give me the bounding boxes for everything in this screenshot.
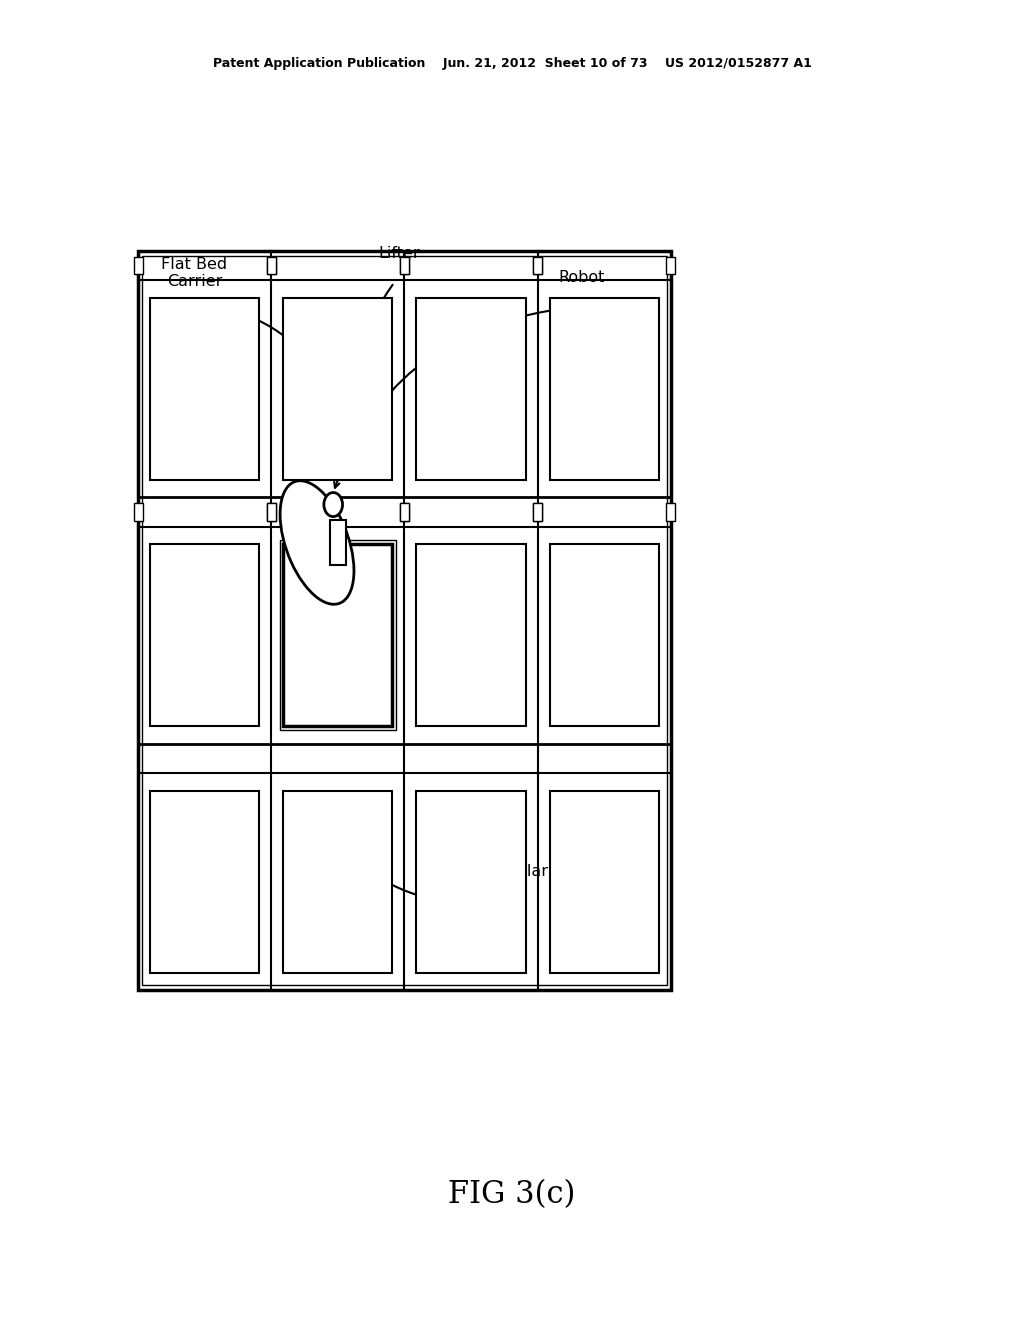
Bar bbox=[399, 503, 410, 521]
Bar bbox=[532, 503, 543, 521]
Bar bbox=[281, 540, 395, 730]
Bar bbox=[266, 256, 276, 275]
Bar bbox=[284, 298, 392, 480]
Text: Patent Application Publication    Jun. 21, 2012  Sheet 10 of 73    US 2012/01528: Patent Application Publication Jun. 21, … bbox=[213, 57, 811, 70]
Bar bbox=[133, 503, 143, 521]
Text: Flat Bed
Carrier: Flat Bed Carrier bbox=[162, 257, 227, 289]
Bar bbox=[133, 256, 143, 275]
Bar bbox=[532, 256, 543, 275]
Bar bbox=[331, 520, 346, 565]
Bar bbox=[151, 298, 259, 480]
Bar bbox=[666, 256, 676, 275]
Bar bbox=[284, 544, 392, 726]
Bar bbox=[284, 791, 392, 973]
Bar bbox=[266, 503, 276, 521]
Bar bbox=[399, 503, 410, 521]
Bar bbox=[417, 791, 525, 973]
Bar bbox=[550, 791, 658, 973]
Bar bbox=[532, 503, 543, 521]
Bar bbox=[266, 503, 276, 521]
Bar bbox=[417, 544, 525, 726]
Bar bbox=[532, 256, 543, 275]
Bar bbox=[399, 256, 410, 275]
Circle shape bbox=[324, 492, 342, 516]
Bar bbox=[266, 256, 276, 275]
Bar bbox=[417, 298, 525, 480]
Ellipse shape bbox=[281, 480, 354, 605]
Text: Lifter: Lifter bbox=[379, 246, 420, 261]
Text: Robot: Robot bbox=[558, 269, 604, 285]
Bar bbox=[399, 256, 410, 275]
Bar bbox=[550, 298, 658, 480]
Bar bbox=[142, 256, 667, 985]
Bar bbox=[550, 544, 658, 726]
Text: Solar Panel: Solar Panel bbox=[507, 863, 596, 879]
Bar bbox=[138, 251, 671, 990]
Bar bbox=[151, 791, 259, 973]
Bar bbox=[151, 544, 259, 726]
Bar bbox=[666, 503, 676, 521]
Text: FIG 3(c): FIG 3(c) bbox=[449, 1179, 575, 1210]
